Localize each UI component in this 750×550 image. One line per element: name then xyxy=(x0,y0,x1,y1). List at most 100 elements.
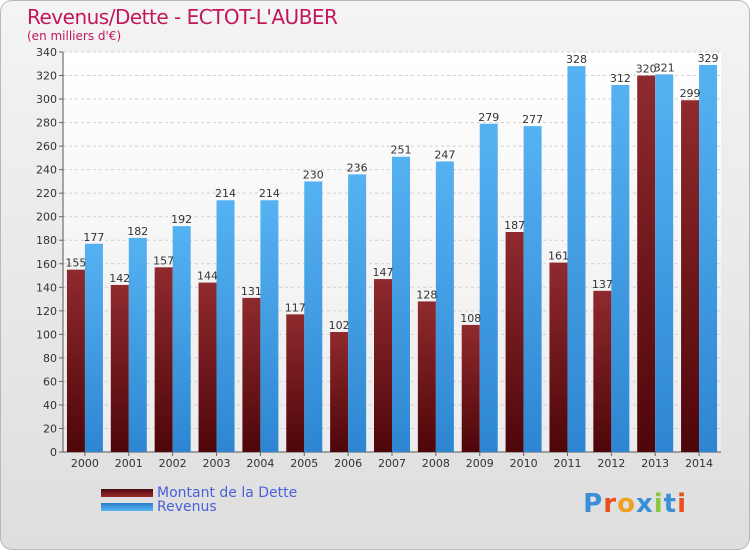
value-label-revenus-2007: 251 xyxy=(391,144,412,157)
value-label-revenus-2009: 279 xyxy=(478,111,499,124)
value-label-revenus-2006: 236 xyxy=(347,161,368,174)
x-tick-label-2003: 2003 xyxy=(203,457,231,470)
bar-revenus-2002 xyxy=(172,226,191,452)
bar-dette-2003 xyxy=(198,282,217,452)
bar-dette-2004 xyxy=(242,297,261,452)
value-label-revenus-2010: 277 xyxy=(522,113,543,126)
bar-revenus-2003 xyxy=(216,200,235,452)
x-tick-label-2009: 2009 xyxy=(466,457,494,470)
y-tick-label: 40 xyxy=(43,399,57,412)
value-label-dette-2009: 108 xyxy=(460,312,481,325)
y-tick-label: 220 xyxy=(36,187,57,200)
x-tick-label-2002: 2002 xyxy=(159,457,187,470)
legend-label-dette: Montant de la Dette xyxy=(157,485,298,501)
bar-revenus-2011 xyxy=(567,66,586,452)
value-label-dette-2004: 131 xyxy=(241,285,262,298)
bar-revenus-2008 xyxy=(435,161,454,453)
y-tick-label: 20 xyxy=(43,422,57,435)
value-label-revenus-2013: 321 xyxy=(654,61,675,74)
value-label-dette-2013: 320 xyxy=(636,63,657,76)
y-tick-label: 340 xyxy=(36,46,57,59)
value-label-dette-2000: 155 xyxy=(65,257,86,270)
x-tick-label-2005: 2005 xyxy=(290,457,318,470)
y-tick-label: 80 xyxy=(43,352,57,365)
bar-revenus-2012 xyxy=(611,84,630,453)
y-tick-label: 140 xyxy=(36,281,57,294)
bar-revenus-2000 xyxy=(84,243,103,452)
value-label-revenus-2008: 247 xyxy=(434,148,455,161)
y-tick-label: 240 xyxy=(36,164,57,177)
y-tick-label: 260 xyxy=(36,140,57,153)
x-tick-label-2013: 2013 xyxy=(641,457,669,470)
bar-dette-2010 xyxy=(505,232,524,452)
bar-dette-2012 xyxy=(593,290,612,452)
value-label-revenus-2005: 230 xyxy=(303,168,324,181)
bar-dette-2013 xyxy=(637,75,656,452)
chart-title: Revenus/Dette - ECTOT-L'AUBER xyxy=(27,5,338,29)
value-label-dette-2008: 128 xyxy=(416,288,437,301)
bar-revenus-2013 xyxy=(655,74,674,453)
value-label-revenus-2012: 312 xyxy=(610,72,631,85)
value-label-revenus-2000: 177 xyxy=(83,231,104,244)
x-tick-label-2008: 2008 xyxy=(422,457,450,470)
value-label-revenus-2002: 192 xyxy=(171,213,192,226)
y-tick-label: 200 xyxy=(36,211,57,224)
value-label-revenus-2003: 214 xyxy=(215,187,236,200)
y-tick-label: 160 xyxy=(36,258,57,271)
bar-revenus-2007 xyxy=(392,156,410,453)
legend-swatch-dette xyxy=(101,489,153,497)
value-label-dette-2006: 102 xyxy=(329,319,350,332)
legend-swatch-revenus xyxy=(101,503,153,511)
x-tick-label-2007: 2007 xyxy=(378,457,406,470)
y-tick-label: 0 xyxy=(50,446,57,459)
value-label-revenus-2001: 182 xyxy=(127,225,148,238)
value-label-dette-2007: 147 xyxy=(373,266,394,279)
bar-dette-2009 xyxy=(461,324,480,452)
bar-dette-2008 xyxy=(417,301,436,452)
value-label-dette-2001: 142 xyxy=(109,272,130,285)
bar-revenus-2004 xyxy=(260,200,279,452)
y-tick-label: 100 xyxy=(36,328,57,341)
proxiti-logo: Proxiti xyxy=(583,489,687,519)
value-label-dette-2011: 161 xyxy=(548,250,569,263)
y-tick-label: 180 xyxy=(36,234,57,247)
value-label-dette-2010: 187 xyxy=(504,219,525,232)
x-tick-label-2004: 2004 xyxy=(246,457,274,470)
bar-dette-2000 xyxy=(66,269,85,452)
value-label-dette-2012: 137 xyxy=(592,278,613,291)
bar-revenus-2006 xyxy=(348,174,367,452)
x-tick-label-2011: 2011 xyxy=(553,457,581,470)
bar-dette-2014 xyxy=(681,100,700,452)
bar-dette-2007 xyxy=(374,279,392,452)
y-tick-label: 60 xyxy=(43,375,57,388)
x-tick-label-2000: 2000 xyxy=(71,457,99,470)
y-tick-label: 280 xyxy=(36,117,57,130)
chart-subtitle: (en milliers d'€) xyxy=(27,29,122,43)
y-tick-label: 320 xyxy=(36,70,57,83)
value-label-dette-2014: 299 xyxy=(680,87,701,100)
bar-revenus-2009 xyxy=(479,123,498,452)
bar-revenus-2010 xyxy=(523,126,542,452)
bar-revenus-2001 xyxy=(128,237,147,452)
bar-revenus-2005 xyxy=(304,181,323,453)
value-label-revenus-2004: 214 xyxy=(259,187,280,200)
value-label-revenus-2011: 328 xyxy=(566,53,587,66)
y-tick-label: 120 xyxy=(36,305,57,318)
x-tick-label-2012: 2012 xyxy=(597,457,625,470)
bar-dette-2001 xyxy=(110,284,129,452)
bar-revenus-2014 xyxy=(699,64,718,453)
value-label-dette-2003: 144 xyxy=(197,270,218,283)
bar-dette-2011 xyxy=(549,262,568,452)
bar-dette-2006 xyxy=(330,332,349,452)
value-label-revenus-2014: 329 xyxy=(698,52,719,65)
value-label-dette-2002: 157 xyxy=(153,254,174,267)
value-label-dette-2005: 117 xyxy=(285,301,306,314)
x-tick-label-2010: 2010 xyxy=(510,457,538,470)
x-tick-label-2014: 2014 xyxy=(685,457,713,470)
legend-label-revenus: Revenus xyxy=(157,499,217,515)
y-tick-label: 300 xyxy=(36,93,57,106)
x-tick-label-2006: 2006 xyxy=(334,457,362,470)
bar-dette-2005 xyxy=(286,314,305,452)
